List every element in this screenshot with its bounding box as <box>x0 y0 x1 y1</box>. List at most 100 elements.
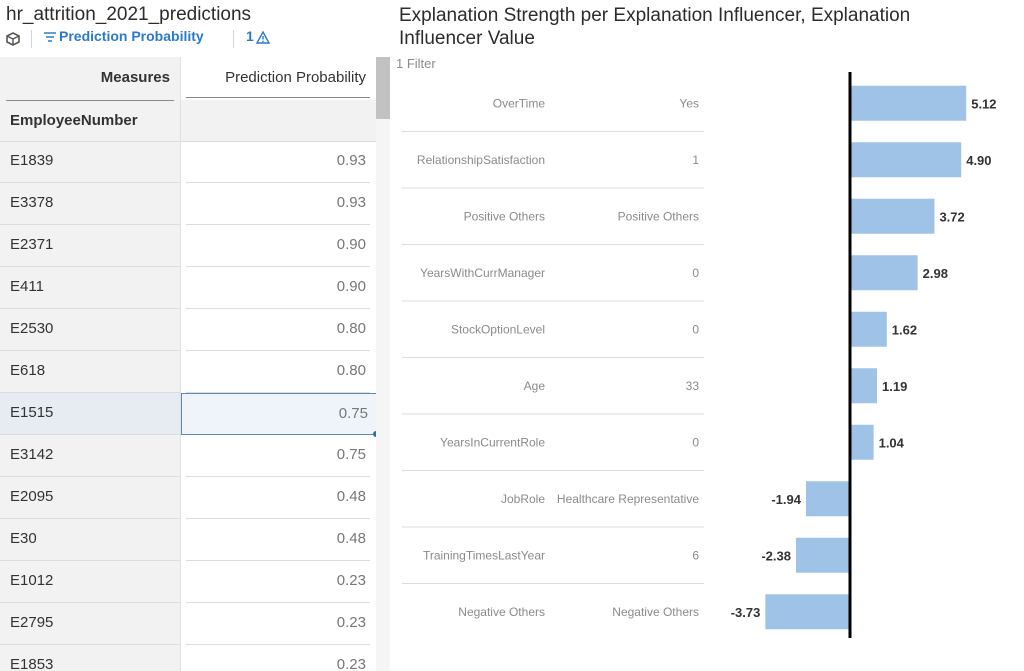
influencer-label: Negative Others <box>458 605 545 619</box>
employee-number-cell[interactable]: E1012 <box>0 561 180 603</box>
prediction-probability-cell[interactable]: 0.93 <box>186 183 370 225</box>
bar[interactable] <box>850 311 887 347</box>
prediction-probability-cell[interactable]: 0.93 <box>186 141 370 183</box>
employee-number-cell[interactable]: E3142 <box>0 435 180 477</box>
prediction-probability-value: 0.93 <box>336 152 366 169</box>
influencer-label: JobRole <box>501 492 545 506</box>
data-label: 5.12 <box>971 96 996 111</box>
chart-filter-count[interactable]: 1 Filter <box>396 56 436 71</box>
bar[interactable] <box>850 198 935 234</box>
row-header-column <box>0 57 181 671</box>
table-row[interactable]: E411 0.90 <box>0 267 376 309</box>
prediction-probability-value: 0.23 <box>336 614 366 631</box>
table-row[interactable]: E2530 0.80 <box>0 309 376 351</box>
employee-number: E1839 <box>10 152 54 169</box>
cube-icon[interactable] <box>6 32 20 46</box>
prediction-probability-cell[interactable]: 0.75 <box>181 393 376 437</box>
employee-number-cell[interactable]: E2795 <box>0 603 180 645</box>
employee-number: E2530 <box>10 320 54 337</box>
prediction-probability-value: 0.75 <box>336 446 366 463</box>
prediction-probability-cell[interactable]: 0.48 <box>186 519 370 561</box>
table-toolbar: Prediction Probability 1 <box>0 26 392 50</box>
influencer-value-label: 33 <box>686 379 700 393</box>
bar[interactable] <box>850 368 878 404</box>
employee-number: E3378 <box>10 194 54 211</box>
data-label: -1.94 <box>771 492 801 507</box>
prediction-probability-cell[interactable]: 0.23 <box>186 603 370 645</box>
data-label: 4.90 <box>966 153 991 168</box>
table-row[interactable]: E2371 0.90 <box>0 225 376 267</box>
bar[interactable] <box>850 142 962 178</box>
prediction-probability-value: 0.48 <box>336 488 366 505</box>
data-label: 2.98 <box>923 266 948 281</box>
table-row[interactable]: E30 0.48 <box>0 519 376 561</box>
influencer-value-label: 1 <box>692 153 699 167</box>
table-scrollbar[interactable] <box>376 57 390 671</box>
employee-number: E618 <box>10 362 46 379</box>
toolbar-divider <box>233 30 234 48</box>
table-row[interactable]: E2095 0.48 <box>0 477 376 519</box>
table-row[interactable]: E1515 0.75 <box>0 393 376 437</box>
table-row[interactable]: E1839 0.93 <box>0 141 376 183</box>
bar[interactable] <box>850 255 918 291</box>
employee-number-cell[interactable]: E1515 <box>0 393 180 435</box>
employee-number-cell[interactable]: E1853 <box>0 645 180 671</box>
data-label: 3.72 <box>939 209 964 224</box>
table-panel: hr_attrition_2021_predictions Prediction… <box>0 0 392 671</box>
column-header-prediction-probability[interactable]: Prediction Probability <box>186 57 370 98</box>
measures-header-label: Measures <box>100 69 170 86</box>
bar[interactable] <box>850 85 967 121</box>
table-row[interactable]: E618 0.80 <box>0 351 376 393</box>
bar[interactable] <box>795 537 850 573</box>
employee-number: E1515 <box>10 404 54 421</box>
prediction-probability-value: 0.90 <box>336 278 366 295</box>
prediction-probability-cell[interactable]: 0.23 <box>186 561 370 603</box>
table-row[interactable]: E1012 0.23 <box>0 561 376 603</box>
row-dimension-header[interactable]: EmployeeNumber <box>0 100 180 142</box>
table-row[interactable]: E1853 0.23 <box>0 645 376 671</box>
influencer-label: YearsWithCurrManager <box>420 266 545 280</box>
influencer-value-label: Negative Others <box>612 605 699 619</box>
prediction-probability-cell[interactable]: 0.48 <box>186 477 370 519</box>
table-row[interactable]: E3142 0.75 <box>0 435 376 477</box>
table-row[interactable]: E2795 0.23 <box>0 603 376 645</box>
data-label: 1.19 <box>882 379 907 394</box>
toolbar-divider <box>31 30 32 48</box>
scrollbar-thumb[interactable] <box>376 57 390 119</box>
selection-handle[interactable] <box>373 431 376 437</box>
influencer-label: Age <box>524 379 546 393</box>
table-row[interactable]: E3378 0.93 <box>0 183 376 225</box>
prediction-probability-cell[interactable]: 0.75 <box>186 435 370 477</box>
employee-number-cell[interactable]: E411 <box>0 267 180 309</box>
employee-number: E2371 <box>10 236 54 253</box>
column-header-label: Prediction Probability <box>225 69 366 86</box>
prediction-probability-cell[interactable]: 0.80 <box>186 351 370 393</box>
data-label: -3.73 <box>731 605 761 620</box>
bar[interactable] <box>805 481 850 517</box>
bar[interactable] <box>850 424 874 460</box>
warning-icon[interactable] <box>256 31 270 44</box>
employee-number-cell[interactable]: E2530 <box>0 309 180 351</box>
employee-number: E3142 <box>10 446 54 463</box>
table-body: E1839 0.93 E3378 0.93 E2371 0.90 E411 0.90 E2530… <box>0 141 376 671</box>
influencer-value-label: 0 <box>692 435 699 449</box>
employee-number-cell[interactable]: E2095 <box>0 477 180 519</box>
prediction-probability-cell[interactable]: 0.90 <box>186 225 370 267</box>
employee-number-cell[interactable]: E1839 <box>0 141 180 183</box>
influencer-value-label: Healthcare Representative <box>557 492 699 506</box>
influencer-label: YearsInCurrentRole <box>440 435 545 449</box>
prediction-probability-cell[interactable]: 0.90 <box>186 267 370 309</box>
employee-number-cell[interactable]: E30 <box>0 519 180 561</box>
prediction-probability-value: 0.75 <box>338 405 368 422</box>
influencer-label: Positive Others <box>464 209 545 223</box>
employee-number-cell[interactable]: E618 <box>0 351 180 393</box>
warning-count[interactable]: 1 <box>246 28 254 44</box>
employee-number: E30 <box>10 530 37 547</box>
data-table: Measures Prediction Probability Employee… <box>0 57 376 671</box>
employee-number-cell[interactable]: E3378 <box>0 183 180 225</box>
employee-number-cell[interactable]: E2371 <box>0 225 180 267</box>
prediction-probability-cell[interactable]: 0.23 <box>186 645 370 671</box>
bar[interactable] <box>765 594 850 630</box>
filter-token[interactable]: Prediction Probability <box>59 28 204 44</box>
prediction-probability-cell[interactable]: 0.80 <box>186 309 370 351</box>
